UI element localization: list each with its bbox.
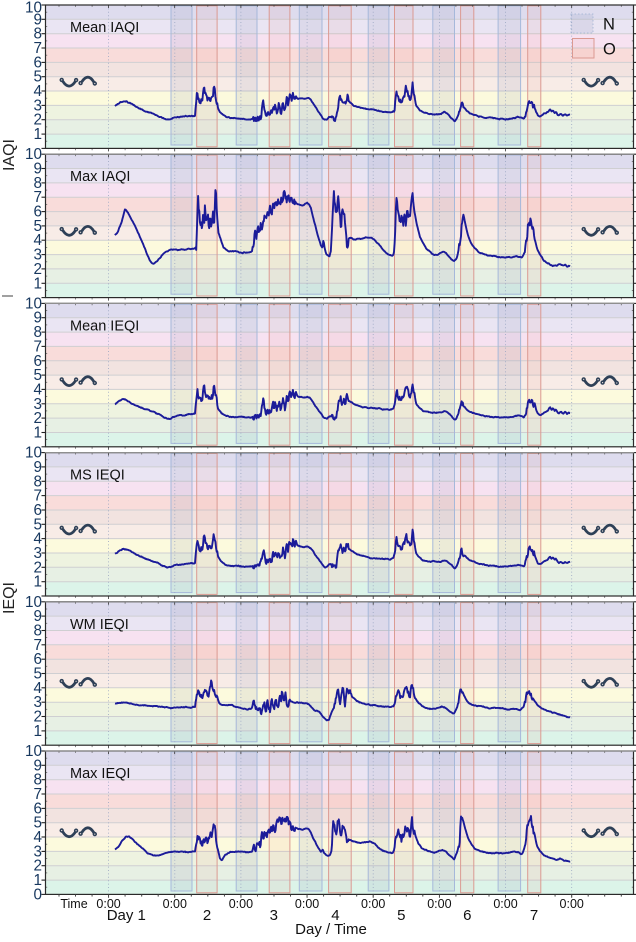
svg-text:9: 9: [33, 459, 42, 476]
svg-text:0:00: 0:00: [493, 897, 517, 911]
svg-text:4: 4: [33, 680, 42, 697]
svg-text:2: 2: [203, 907, 211, 924]
svg-text:2: 2: [33, 261, 42, 278]
svg-text:1: 1: [33, 275, 42, 292]
svg-text:6: 6: [33, 204, 42, 221]
svg-text:5: 5: [33, 815, 42, 832]
svg-text:6: 6: [33, 353, 42, 370]
svg-text:7: 7: [33, 637, 42, 654]
svg-text:2: 2: [33, 112, 42, 129]
svg-text:1: 1: [33, 425, 42, 442]
svg-text:5: 5: [397, 907, 405, 924]
svg-text:0:00: 0:00: [229, 897, 253, 911]
svg-text:4: 4: [33, 232, 42, 249]
svg-text:9: 9: [33, 11, 42, 28]
svg-text:8: 8: [33, 772, 42, 789]
svg-text:7: 7: [33, 189, 42, 206]
svg-text:2: 2: [33, 410, 42, 427]
svg-text:10: 10: [25, 594, 42, 611]
svg-text:0:00: 0:00: [96, 897, 120, 911]
svg-text:4: 4: [33, 381, 42, 398]
svg-text:5: 5: [33, 516, 42, 533]
svg-text:3: 3: [33, 396, 42, 413]
svg-text:1: 1: [33, 723, 42, 740]
svg-text:8: 8: [33, 175, 42, 192]
svg-text:2: 2: [33, 559, 42, 576]
svg-text:1: 1: [33, 126, 42, 143]
svg-text:10: 10: [25, 0, 42, 17]
svg-text:9: 9: [33, 310, 42, 327]
svg-text:8: 8: [33, 473, 42, 490]
svg-text:9: 9: [33, 608, 42, 625]
svg-text:3: 3: [33, 247, 42, 264]
svg-text:6: 6: [33, 54, 42, 71]
svg-text:10: 10: [25, 743, 42, 760]
svg-text:4: 4: [33, 829, 42, 846]
svg-text:Day 1: Day 1: [107, 907, 146, 924]
svg-text:5: 5: [33, 367, 42, 384]
svg-text:4: 4: [33, 531, 42, 548]
svg-text:7: 7: [33, 488, 42, 505]
svg-text:7: 7: [33, 40, 42, 57]
svg-text:Max IAQI: Max IAQI: [70, 169, 130, 185]
svg-text:3: 3: [33, 843, 42, 860]
svg-text:8: 8: [33, 26, 42, 43]
svg-text:0:00: 0:00: [295, 897, 319, 911]
svg-text:7: 7: [33, 786, 42, 803]
svg-text:N: N: [603, 16, 615, 34]
svg-text:5: 5: [33, 218, 42, 235]
svg-text:0:00: 0:00: [427, 897, 451, 911]
svg-text:IAQI: IAQI: [1, 139, 18, 171]
svg-text:3: 3: [270, 907, 278, 924]
svg-text:8: 8: [33, 324, 42, 341]
svg-text:O: O: [603, 41, 616, 59]
svg-text:5: 5: [33, 69, 42, 86]
svg-text:3: 3: [33, 97, 42, 114]
svg-text:2: 2: [33, 858, 42, 875]
svg-text:1: 1: [33, 574, 42, 591]
svg-text:0:00: 0:00: [361, 897, 385, 911]
svg-text:0:00: 0:00: [560, 897, 584, 911]
svg-text:4: 4: [33, 83, 42, 100]
svg-text:3: 3: [33, 694, 42, 711]
svg-text:WM IEQI: WM IEQI: [70, 617, 129, 633]
svg-text:1: 1: [33, 872, 42, 889]
svg-text:5: 5: [33, 666, 42, 683]
svg-text:6: 6: [33, 502, 42, 519]
svg-text:9: 9: [33, 161, 42, 178]
svg-text:Day / Time: Day / Time: [295, 921, 367, 938]
svg-text:2: 2: [33, 709, 42, 726]
svg-text:10: 10: [25, 445, 42, 462]
svg-text:0:00: 0:00: [163, 897, 187, 911]
svg-text:MS IEQI: MS IEQI: [70, 468, 125, 484]
svg-text:8: 8: [33, 623, 42, 640]
svg-text:3: 3: [33, 545, 42, 562]
svg-text:6: 6: [33, 800, 42, 817]
svg-text:10: 10: [25, 295, 42, 312]
svg-text:Max IEQI: Max IEQI: [70, 766, 130, 782]
svg-text:7: 7: [530, 907, 538, 924]
svg-text:6: 6: [33, 651, 42, 668]
svg-text:Mean IEQI: Mean IEQI: [70, 318, 139, 334]
svg-text:10: 10: [25, 146, 42, 163]
svg-text:IEQI: IEQI: [1, 582, 18, 614]
svg-text:Time: Time: [60, 897, 87, 911]
svg-text:0: 0: [33, 886, 42, 903]
svg-text:Mean IAQI: Mean IAQI: [70, 20, 139, 36]
svg-text:9: 9: [33, 757, 42, 774]
svg-text:6: 6: [463, 907, 471, 924]
svg-text:4: 4: [331, 907, 339, 924]
svg-text:7: 7: [33, 338, 42, 355]
